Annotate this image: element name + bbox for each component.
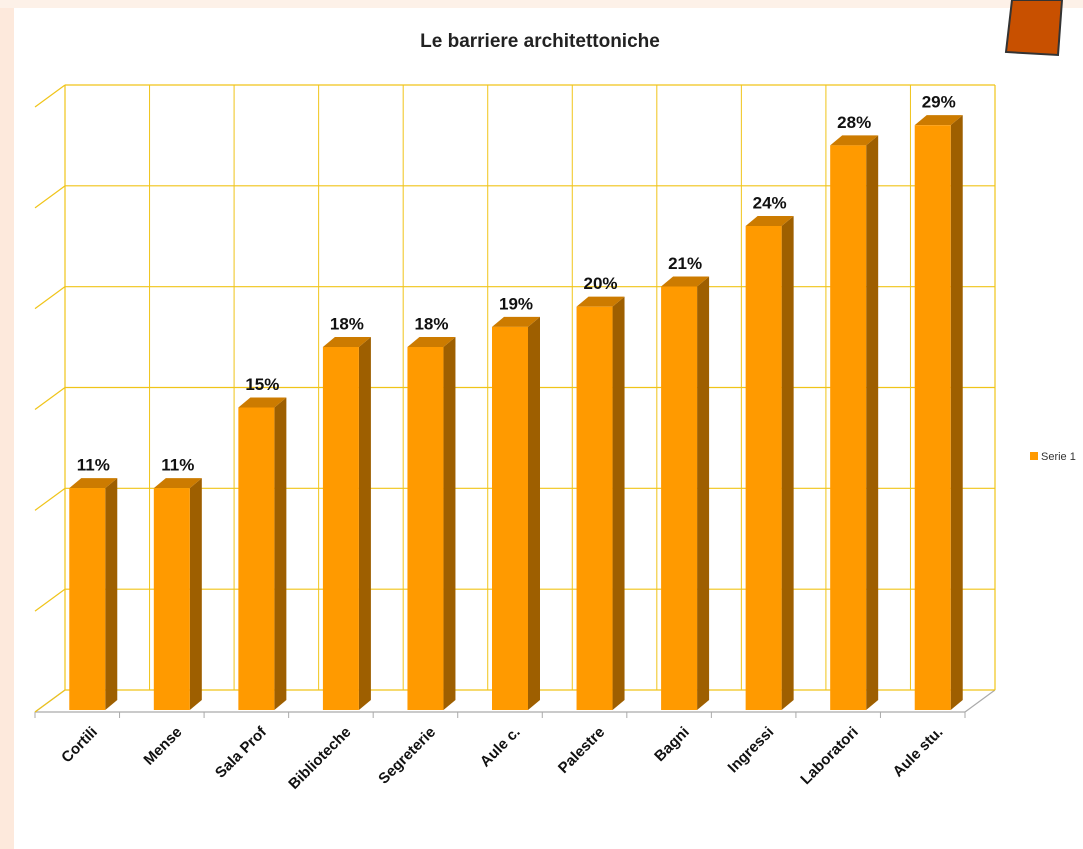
- side-grid-line: [34, 689, 66, 713]
- bar-front: [407, 347, 444, 710]
- side-grid-line: [34, 286, 66, 310]
- top-border: [0, 0, 1083, 8]
- legend-swatch: [1030, 452, 1038, 460]
- side-grid-line: [34, 84, 66, 108]
- bar-side: [950, 115, 963, 710]
- value-label: 19%: [499, 294, 533, 313]
- bar-front: [576, 306, 613, 710]
- corner-shape: [1004, 0, 1064, 57]
- value-label: 15%: [245, 375, 279, 394]
- bar-top: [661, 276, 710, 287]
- value-label: 29%: [922, 93, 956, 112]
- bar-front: [238, 407, 275, 710]
- value-label: 18%: [330, 314, 364, 333]
- value-label: 28%: [837, 113, 871, 132]
- bar-front: [830, 145, 867, 711]
- bar-top: [745, 216, 794, 226]
- bar-side: [105, 478, 118, 710]
- value-label: 24%: [753, 193, 787, 212]
- value-label: 21%: [668, 254, 702, 273]
- bar: [407, 337, 456, 710]
- value-label: 18%: [414, 314, 448, 333]
- bar-side: [358, 337, 371, 710]
- legend-label: Serie 1: [1041, 451, 1076, 463]
- bar-front: [69, 488, 106, 710]
- side-grid-line: [34, 387, 66, 410]
- bar: [153, 478, 202, 710]
- bar: [69, 478, 118, 710]
- bar-top: [830, 135, 879, 146]
- bar-top: [576, 296, 625, 307]
- bar-top: [153, 478, 202, 489]
- wall-edge: [964, 689, 996, 713]
- bar-top: [322, 337, 371, 347]
- bar: [238, 397, 287, 710]
- bar-front: [153, 488, 190, 710]
- bar: [492, 316, 540, 710]
- bar-side: [781, 216, 794, 710]
- bar-top: [492, 316, 540, 327]
- bar: [322, 337, 371, 710]
- bar-top: [914, 115, 963, 126]
- bar: [745, 216, 794, 710]
- bar-side: [443, 337, 456, 710]
- bar-front: [492, 326, 528, 710]
- bar: [661, 276, 710, 710]
- bar-side: [697, 276, 710, 710]
- side-grid-line: [34, 185, 66, 209]
- bar: [576, 296, 625, 710]
- bar-top: [238, 397, 287, 408]
- side-grid-line: [34, 487, 66, 511]
- bar-top: [407, 337, 456, 347]
- bar-side: [612, 296, 625, 710]
- bar-top: [69, 478, 118, 489]
- value-label: 11%: [161, 456, 194, 475]
- bar: [830, 135, 879, 711]
- bar: [914, 115, 963, 710]
- bar-front: [661, 286, 698, 710]
- bar-side: [866, 135, 879, 711]
- bar-front: [745, 226, 782, 710]
- side-grid-line: [34, 588, 66, 612]
- bar-side: [528, 316, 540, 710]
- left-border: [0, 0, 14, 849]
- value-label: 20%: [584, 274, 618, 293]
- bar-front: [322, 347, 359, 710]
- bar-side: [274, 397, 287, 710]
- chart-title: Le barriere architettoniche: [420, 31, 660, 52]
- bar-side: [189, 478, 202, 710]
- bar-front: [914, 125, 951, 710]
- value-label: 11%: [77, 456, 110, 475]
